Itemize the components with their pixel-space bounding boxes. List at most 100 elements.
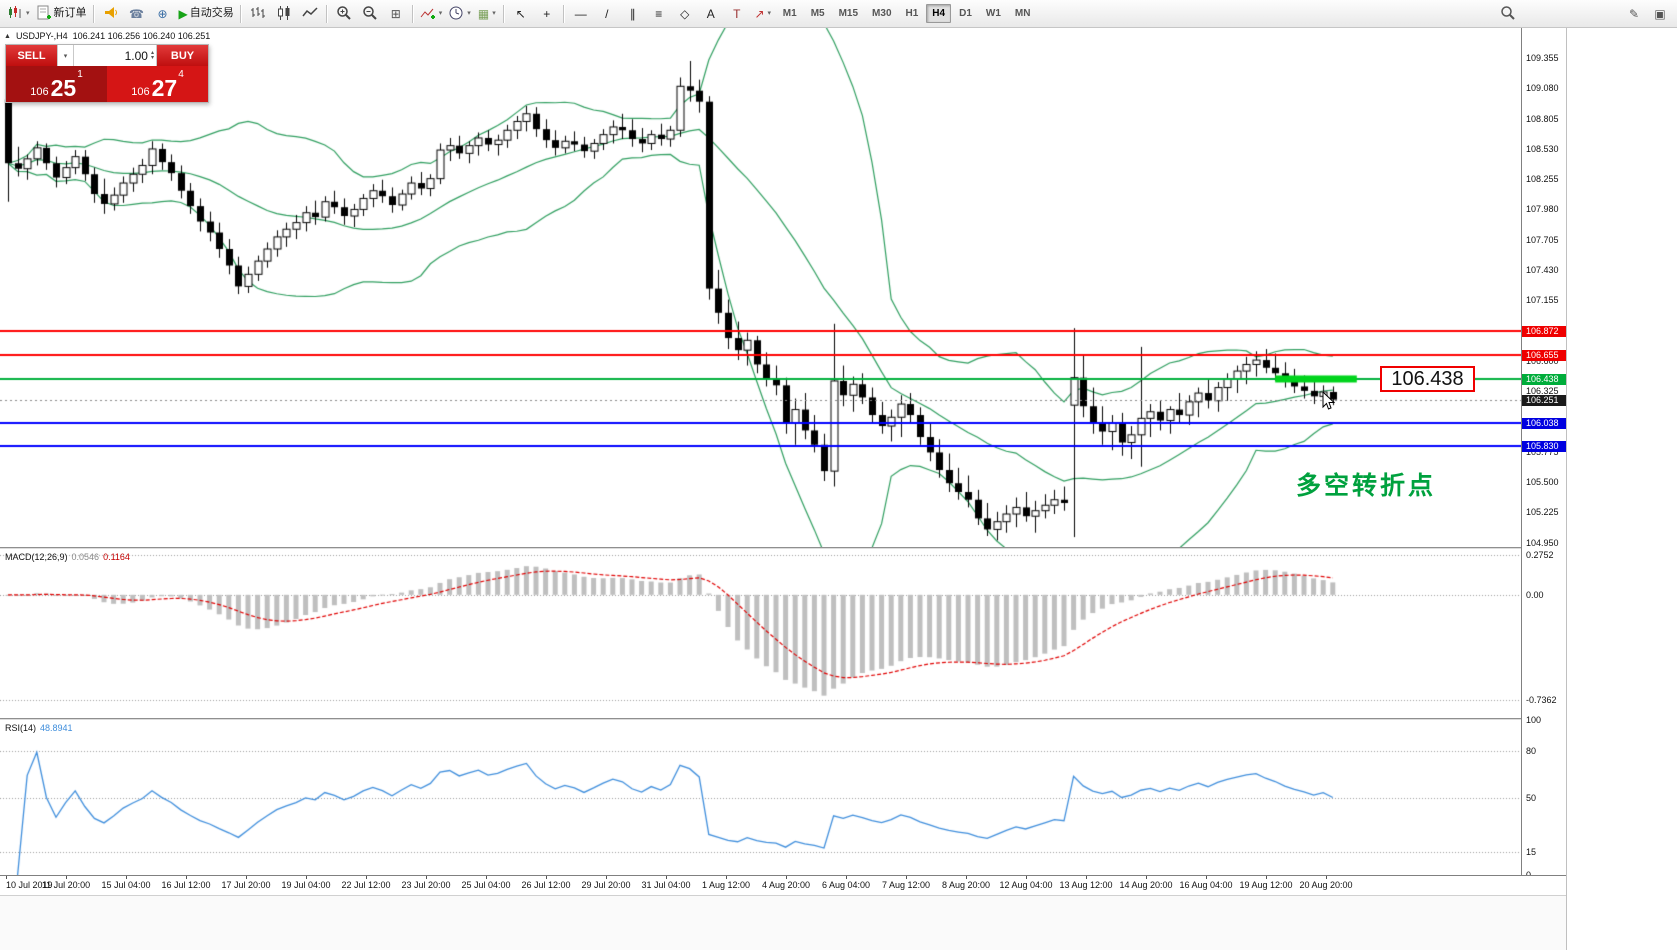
new-order-button[interactable]: 新订单 bbox=[33, 3, 90, 25]
periods-icon[interactable]: ▾ bbox=[445, 3, 474, 25]
pane-splitter[interactable] bbox=[0, 547, 1566, 549]
arrows-icon-dropdown[interactable]: ▾ bbox=[767, 10, 772, 17]
buy-price-prefix: 106 bbox=[131, 86, 150, 98]
time-tick bbox=[1266, 876, 1267, 879]
channel-icon[interactable]: ∥ bbox=[629, 6, 636, 21]
symbol-ohlc: 106.241 106.256 106.240 106.251 bbox=[72, 31, 211, 41]
time-label: 11 Jul 20:00 bbox=[41, 880, 91, 890]
timeframe-W1[interactable]: W1 bbox=[985, 8, 1001, 19]
chart-window: ▲ USDJPY-,H4 106.241 106.256 106.240 106… bbox=[0, 28, 1566, 895]
periods-icon-dropdown[interactable]: ▾ bbox=[467, 10, 471, 17]
price-callout-label[interactable]: 106.438 bbox=[1380, 366, 1475, 392]
time-tick bbox=[786, 876, 787, 879]
indicators-icon-dropdown[interactable]: ▾ bbox=[438, 10, 443, 17]
templates-icon-dropdown[interactable]: ▾ bbox=[492, 10, 496, 17]
pane-splitter[interactable] bbox=[0, 718, 1566, 720]
trade-panel-controls: SELL ▾ 1.00 ▴ ▾ BUY bbox=[6, 45, 208, 66]
line-chart-icon[interactable] bbox=[297, 3, 323, 25]
rsi-canvas[interactable] bbox=[0, 720, 1521, 875]
cursor-icon[interactable]: ↖ bbox=[515, 6, 526, 21]
price-chart-canvas[interactable] bbox=[0, 28, 1521, 547]
window-gutter bbox=[1566, 28, 1677, 950]
time-tick bbox=[846, 876, 847, 879]
toolbar-separator bbox=[239, 4, 242, 23]
price-scale[interactable]: 109.355 109.080 108.805 108.530 108.255 107.9… bbox=[1521, 28, 1566, 880]
new-chart-icon[interactable]: ▾ bbox=[4, 3, 33, 25]
time-tick bbox=[1086, 876, 1087, 879]
text-icon[interactable]: A bbox=[706, 6, 715, 21]
sell-price-prefix: 106 bbox=[30, 86, 49, 98]
tile-windows-icon[interactable]: ⊞ bbox=[390, 6, 401, 21]
time-axis[interactable]: 10 Jul 2019 11 Jul 20:00 15 Jul 04:00 16 Ju… bbox=[0, 875, 1566, 895]
timeframe-M15[interactable]: M15 bbox=[838, 8, 859, 19]
buy-price-display[interactable]: 106 27 4 bbox=[107, 66, 208, 102]
price-tick-label: 106.600 bbox=[1526, 356, 1559, 367]
timeframe-MN[interactable]: MN bbox=[1014, 8, 1031, 19]
time-tick bbox=[1326, 876, 1327, 879]
time-tick bbox=[1026, 876, 1027, 879]
community-icon[interactable]: ⊕ bbox=[157, 6, 168, 21]
timeframe-D1[interactable]: D1 bbox=[959, 8, 972, 19]
time-label: 19 Jul 04:00 bbox=[281, 880, 331, 890]
time-tick bbox=[1206, 876, 1207, 879]
time-label: 8 Aug 20:00 bbox=[941, 880, 991, 890]
edit-icon[interactable]: ✎ bbox=[1628, 6, 1640, 21]
time-tick bbox=[426, 876, 427, 879]
time-label: 31 Jul 04:00 bbox=[641, 880, 691, 890]
macd-name: MACD(12,26,9) bbox=[5, 552, 68, 562]
templates-icon[interactable]: ▦ ▾ bbox=[477, 6, 496, 21]
bar-chart-icon[interactable] bbox=[245, 3, 271, 25]
sell-price-display[interactable]: 106 25 1 bbox=[6, 66, 107, 102]
new-chart-icon-dropdown[interactable]: ▾ bbox=[26, 10, 30, 17]
search-icon[interactable] bbox=[1495, 3, 1521, 25]
price-tick-label: 104.950 bbox=[1526, 537, 1559, 548]
timeframe-H4[interactable]: H4 bbox=[926, 4, 952, 23]
volume-input[interactable]: 1.00 ▴ ▾ bbox=[74, 45, 157, 66]
autotrading-button[interactable]: ▶ 自动交易 bbox=[178, 6, 234, 21]
arrows-icon[interactable]: ↗ ▾ bbox=[754, 6, 772, 21]
time-label: 22 Jul 12:00 bbox=[341, 880, 391, 890]
timeframe-H1[interactable]: H1 bbox=[905, 8, 919, 19]
rsi-scale-label: 100 bbox=[1526, 715, 1542, 725]
volume-value: 1.00 bbox=[124, 48, 148, 63]
trendline-icon[interactable]: / bbox=[605, 6, 609, 21]
timeframe-M1[interactable]: M1 bbox=[782, 8, 797, 19]
sell-price-pip: 1 bbox=[77, 69, 83, 80]
macd-canvas[interactable] bbox=[0, 549, 1521, 718]
rsi-name: RSI(14) bbox=[5, 723, 37, 733]
rsi-value: 48.8941 bbox=[40, 723, 73, 733]
horizontal-line-icon[interactable]: — bbox=[574, 6, 587, 21]
time-label: 20 Aug 20:00 bbox=[1299, 880, 1353, 890]
price-level-label: 106.872 bbox=[1522, 326, 1566, 338]
timeframe-M5[interactable]: M5 bbox=[810, 8, 825, 19]
time-tick bbox=[6, 876, 7, 879]
timeframe-M30[interactable]: M30 bbox=[872, 8, 892, 19]
rsi-scale-label: 15 bbox=[1526, 846, 1537, 857]
zoom-out-icon[interactable] bbox=[357, 3, 383, 25]
time-label: 4 Aug 20:00 bbox=[761, 880, 811, 890]
candlestick-chart-icon[interactable] bbox=[271, 3, 297, 25]
label-icon[interactable]: T bbox=[733, 6, 741, 21]
support-icon[interactable]: ☎ bbox=[129, 6, 144, 21]
time-label: 26 Jul 12:00 bbox=[521, 880, 571, 890]
macd-value-main: 0.0546 bbox=[71, 552, 100, 562]
time-tick bbox=[486, 876, 487, 879]
buy-button[interactable]: BUY bbox=[157, 45, 208, 66]
time-tick bbox=[366, 876, 367, 879]
zoom-in-icon[interactable] bbox=[331, 3, 357, 25]
fibonacci-icon[interactable]: ≡ bbox=[655, 6, 663, 21]
alerts-horn-icon[interactable] bbox=[98, 3, 124, 25]
order-type-dropdown[interactable]: ▾ bbox=[57, 45, 74, 66]
time-tick bbox=[126, 876, 127, 879]
window-icon[interactable]: ▣ bbox=[1654, 6, 1666, 21]
time-label: 29 Jul 20:00 bbox=[581, 880, 631, 890]
price-tick-label: 105.225 bbox=[1526, 507, 1559, 518]
crosshair-icon[interactable]: + bbox=[543, 6, 551, 21]
volume-spinner[interactable]: ▴ ▾ bbox=[150, 49, 154, 61]
sell-button[interactable]: SELL bbox=[6, 45, 57, 66]
indicators-icon[interactable]: ▾ bbox=[417, 3, 446, 25]
pivot-annotation[interactable]: 多空转折点 bbox=[1296, 472, 1437, 500]
price-level-label: 106.251 bbox=[1522, 394, 1566, 406]
shapes-icon[interactable]: ◇ bbox=[680, 6, 690, 21]
trade-panel-toggle-icon[interactable]: ▲ bbox=[4, 32, 11, 40]
